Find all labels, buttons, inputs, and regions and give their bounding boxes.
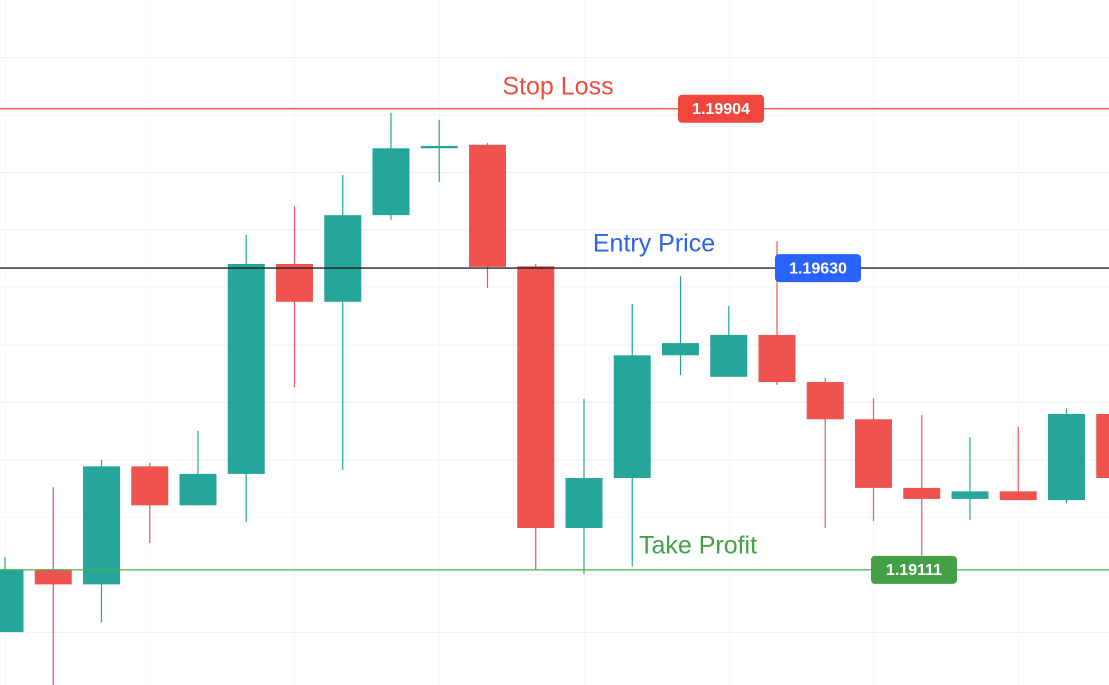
- candle-body: [565, 477, 603, 528]
- candle-body: [0, 569, 24, 633]
- candle-body: [420, 145, 458, 149]
- candle-body: [999, 491, 1037, 501]
- badge-box: [678, 94, 764, 123]
- price-badge: 1.19630: [775, 254, 861, 283]
- badge-box: [775, 254, 861, 283]
- price-badge: 1.19111: [871, 555, 957, 584]
- candle-body: [855, 419, 892, 488]
- candle-body: [83, 466, 120, 585]
- price-badge: 1.19904: [678, 94, 764, 123]
- candle-body: [1048, 414, 1085, 501]
- badge-price: 1.19630: [789, 260, 847, 277]
- candle-body: [710, 334, 748, 377]
- candle-body: [1096, 414, 1109, 478]
- candle-body: [806, 382, 844, 420]
- candle-body: [227, 263, 265, 474]
- candle-body: [662, 343, 699, 356]
- candle-body: [613, 355, 651, 478]
- badge-price: 1.19111: [886, 562, 942, 579]
- candle-body: [179, 473, 217, 506]
- candle-body: [517, 266, 555, 528]
- candle-body: [903, 487, 941, 499]
- level-name: Stop Loss: [502, 72, 613, 100]
- candle-body: [469, 144, 506, 267]
- candle-body: [372, 148, 410, 216]
- candle-body: [758, 334, 796, 383]
- badge-box: [871, 555, 957, 584]
- candle-body: [324, 215, 362, 302]
- badge-price: 1.19904: [692, 101, 750, 118]
- candle-body: [131, 466, 169, 506]
- candle-body: [34, 569, 72, 585]
- level-name: Take Profit: [639, 531, 757, 559]
- level-name: Entry Price: [593, 230, 715, 258]
- candle-body: [951, 491, 989, 499]
- candle-body: [276, 263, 313, 302]
